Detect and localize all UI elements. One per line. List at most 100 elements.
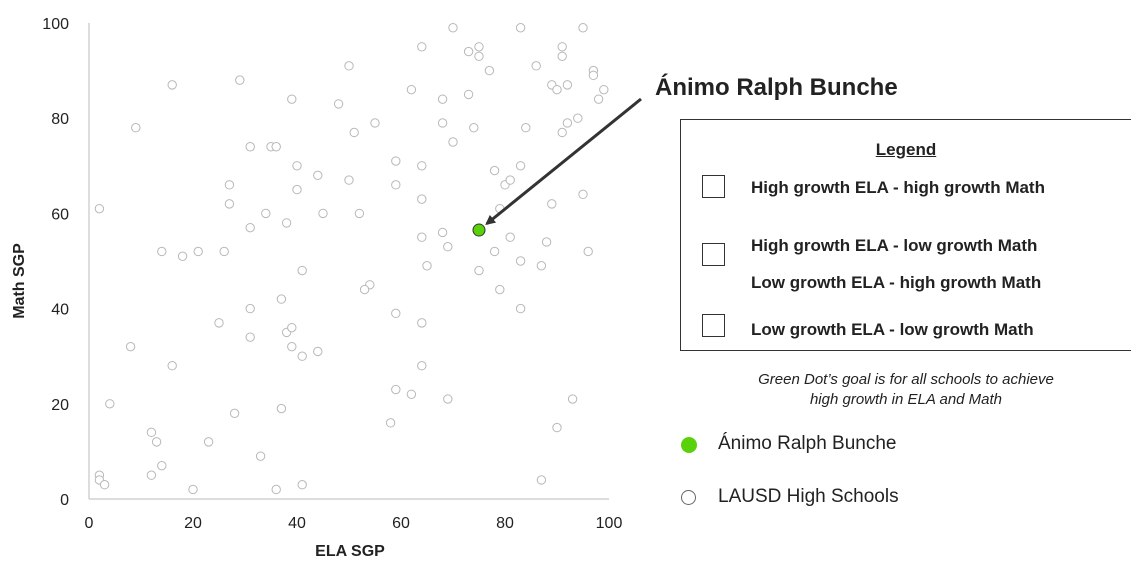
scatter-point	[515, 303, 526, 314]
y-tick-label: 100	[42, 16, 69, 33]
chart-axes	[88, 23, 609, 500]
scatter-point	[292, 184, 302, 195]
scatter-point	[271, 142, 281, 152]
scatter-point	[417, 42, 427, 52]
scatter-point	[567, 394, 578, 404]
scatter-point	[515, 161, 526, 171]
scatter-point	[276, 403, 287, 414]
scatter-point	[536, 475, 547, 485]
x-tick-label: 40	[288, 515, 306, 532]
scatter-point	[417, 318, 427, 328]
scatter-point	[349, 127, 359, 138]
scatter-point	[94, 203, 105, 214]
scatter-point	[437, 118, 448, 128]
callout-arrow	[485, 97, 642, 226]
scatter-point	[157, 460, 167, 471]
scatter-point	[406, 84, 417, 95]
chart-ticks: 0 20 40 60 80 100 0 20 40 60 80 100	[42, 16, 622, 532]
goal-note-line-2: high growth in ELA and Math	[809, 391, 1003, 408]
scatter-point	[531, 61, 541, 71]
scatter-point	[245, 303, 255, 314]
scatter-point	[474, 42, 484, 52]
scatter-point	[437, 94, 448, 104]
scatter-point	[536, 261, 547, 271]
scatter-point	[521, 123, 531, 133]
scatter-point	[276, 294, 287, 304]
x-tick-label: 0	[85, 515, 94, 532]
scatter-point	[562, 80, 573, 90]
scatter-point	[562, 118, 573, 128]
scatter-point	[391, 156, 401, 166]
legend-item-high-high: High growth ELA - high growth Math	[751, 178, 1045, 197]
scatter-point	[557, 42, 567, 52]
scatter-point	[333, 99, 344, 109]
scatter-point	[552, 84, 562, 95]
scatter-point	[547, 199, 557, 209]
scatter-point	[406, 389, 417, 399]
scatter-point	[188, 484, 198, 495]
scatter-point	[489, 246, 500, 257]
scatter-point	[105, 399, 115, 409]
scatter-point	[469, 123, 479, 133]
scatter-point	[313, 346, 323, 357]
scatter-point	[422, 261, 432, 271]
scatter-point	[354, 208, 365, 219]
scatter-point	[271, 484, 281, 495]
scatter-point	[417, 194, 427, 204]
scatter-point	[515, 23, 526, 33]
scatter-point	[443, 242, 453, 252]
scatter-point	[245, 222, 255, 233]
legend-item-high-low: High growth ELA - low growth Math	[751, 236, 1038, 255]
scatter-point	[489, 165, 500, 176]
scatter-point	[281, 218, 292, 228]
goal-note: Green Dot’s goal is for all schools to a…	[680, 370, 1131, 410]
scatter-point	[177, 251, 188, 261]
y-axis-title: Math SGP	[11, 243, 28, 319]
scatter-point	[557, 51, 567, 62]
x-tick-label: 60	[392, 515, 410, 532]
scatter-point	[583, 246, 593, 257]
scatter-point	[391, 180, 401, 190]
scatter-point	[292, 161, 302, 171]
y-tick-label: 40	[51, 302, 69, 319]
scatter-point	[505, 232, 515, 242]
y-tick-label: 20	[51, 397, 69, 414]
chart-points	[94, 23, 609, 495]
scatter-point	[146, 470, 157, 480]
scatter-point	[578, 23, 588, 33]
scatter-point	[151, 437, 162, 447]
scatter-point	[437, 227, 448, 238]
scatter-point	[463, 89, 474, 100]
scatter-point	[99, 480, 110, 490]
scatter-point	[599, 84, 609, 95]
scatter-point	[359, 284, 370, 295]
scatter-point	[391, 308, 401, 319]
scatter-point	[391, 384, 401, 395]
scatter-point	[245, 142, 255, 152]
scatter-point	[318, 208, 328, 219]
scatter-point	[287, 322, 297, 333]
y-tick-label: 60	[51, 206, 69, 223]
scatter-point	[287, 94, 297, 104]
x-tick-label: 80	[496, 515, 514, 532]
scatter-point	[515, 256, 526, 266]
scatter-point	[505, 175, 515, 185]
scatter-point	[474, 265, 484, 276]
scatter-point	[344, 175, 354, 185]
legend-box: Legend High growth ELA - high growth Mat…	[680, 119, 1131, 351]
goal-note-line-1: Green Dot’s goal is for all schools to a…	[758, 371, 1054, 388]
scatter-point	[578, 189, 588, 200]
scatter-point	[344, 61, 354, 71]
scatter-point	[417, 361, 427, 371]
scatter-point	[588, 70, 599, 81]
legend-square-high-high	[702, 175, 725, 198]
scatter-point	[463, 46, 474, 57]
scatter-point	[297, 480, 307, 490]
legend-item-low-low: Low growth ELA - low growth Math	[751, 320, 1034, 339]
highlight-point	[472, 223, 486, 237]
scatter-point	[417, 161, 427, 171]
scatter-point	[224, 180, 235, 190]
x-axis-title: ELA SGP	[315, 543, 385, 560]
scatter-point	[229, 408, 240, 419]
x-tick-label: 100	[596, 515, 623, 532]
